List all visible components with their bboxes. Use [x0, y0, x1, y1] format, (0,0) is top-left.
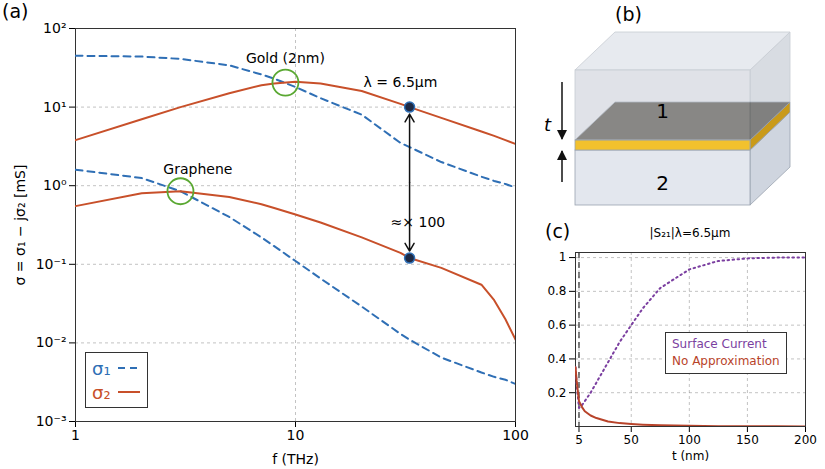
svg-text:2: 2	[656, 171, 669, 195]
svg-text:150: 150	[736, 433, 759, 447]
svg-text:Graphene: Graphene	[163, 161, 232, 177]
html-text:(a): (a)	[2, 0, 29, 22]
svg-text:t (nm): t (nm)	[672, 449, 709, 463]
svg-text:≈× 100: ≈× 100	[391, 214, 446, 230]
svg-text:100: 100	[678, 433, 701, 447]
svg-text:0.4: 0.4	[547, 352, 566, 366]
svg-text:0.8: 0.8	[547, 284, 566, 298]
svg-text:10⁻¹: 10⁻¹	[36, 256, 67, 272]
svg-text:100: 100	[502, 427, 529, 443]
svg-text:5: 5	[575, 433, 583, 447]
svg-text:10²: 10²	[43, 20, 66, 36]
html-text:σ₂: σ₂	[92, 381, 111, 403]
svg-text:10⁻³: 10⁻³	[36, 413, 67, 429]
html-text:(c): (c)	[545, 220, 571, 242]
svg-text:10⁰: 10⁰	[43, 177, 67, 193]
svg-text:f (THz): f (THz)	[272, 451, 319, 467]
svg-text:200: 200	[794, 433, 817, 447]
svg-text:t: t	[544, 114, 552, 135]
svg-text:λ = 6.5μm: λ = 6.5μm	[364, 74, 438, 90]
svg-text:σ = σ₁ − jσ₂ [mS]: σ = σ₁ − jσ₂ [mS]	[12, 165, 28, 286]
html-text:No Approximation: No Approximation	[672, 354, 780, 368]
svg-text:1: 1	[559, 250, 567, 264]
svg-text:10¹: 10¹	[43, 99, 66, 115]
svg-text:10⁻²: 10⁻²	[36, 334, 67, 350]
svg-text:0.2: 0.2	[547, 386, 566, 400]
svg-text:Gold (2nm): Gold (2nm)	[246, 50, 325, 66]
svg-text:(b): (b)	[615, 3, 642, 25]
svg-text:10: 10	[287, 427, 305, 443]
svg-text:0.6: 0.6	[547, 318, 566, 332]
html-text:Surface Current: Surface Current	[672, 337, 767, 351]
html-text:σ₁: σ₁	[92, 357, 111, 379]
svg-text:50: 50	[624, 433, 639, 447]
svg-text:1: 1	[656, 99, 669, 123]
svg-text:1: 1	[71, 427, 80, 443]
html-text:|S₂₁|λ=6.5μm: |S₂₁|λ=6.5μm	[649, 226, 731, 240]
